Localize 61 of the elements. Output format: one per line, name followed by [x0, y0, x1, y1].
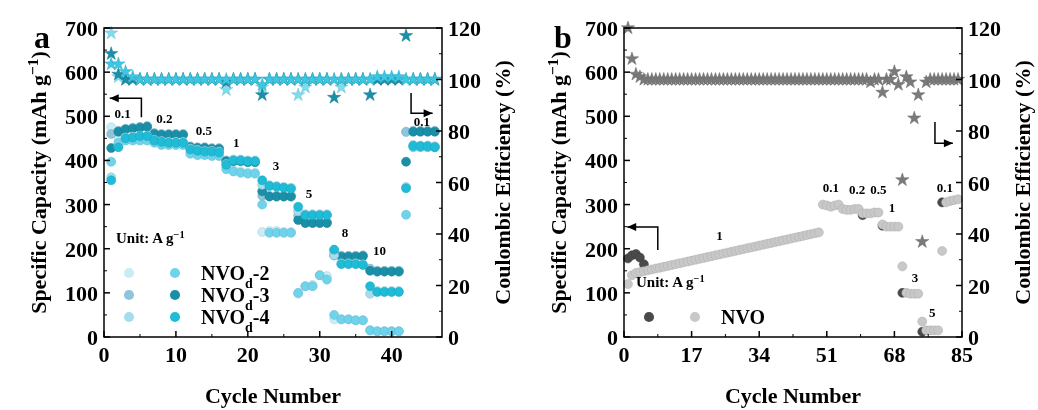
y2-tick-label: 80: [968, 119, 990, 144]
annotation: 5: [928, 305, 936, 321]
y-tick-label: 0: [87, 325, 98, 350]
annotation: Unit: A g$^{−1}$: [636, 272, 705, 290]
y-tick-label: 400: [585, 148, 618, 174]
annotation: 10: [372, 242, 386, 258]
annotation: 0.2: [156, 111, 173, 127]
x-tick-label: 68: [883, 342, 906, 367]
y2-axis-title: Coulombic Efficiency (%): [490, 60, 515, 305]
x-tick-label: 34: [748, 342, 771, 367]
annotation: 5: [305, 185, 313, 201]
x-tick-label: 30: [308, 342, 331, 367]
annotation: 0.1: [936, 179, 954, 195]
y2-tick-label: 60: [968, 170, 990, 196]
x-tick-label: 17: [680, 342, 703, 367]
annotation: Unit: A g$^{−1}$: [116, 228, 185, 246]
annotation: 0.5: [195, 123, 213, 139]
y2-tick-label: 20: [448, 273, 470, 299]
annotation: 0.1: [822, 179, 839, 195]
y-tick-label: 500: [585, 104, 618, 130]
y2-tick-label: 40: [448, 222, 470, 247]
y-tick-label: 500: [65, 104, 98, 130]
y-tick-label: 100: [585, 280, 618, 306]
annotation: 3: [911, 269, 919, 285]
y-tick-label: 200: [65, 236, 98, 262]
y2-tick-label: 120: [968, 16, 1001, 41]
y-tick-label: 100: [65, 280, 98, 306]
y-tick-label: 600: [585, 60, 618, 86]
x-tick-label: 51: [815, 342, 838, 367]
annotation: 0.5: [870, 182, 888, 198]
annotation: 1: [888, 200, 896, 216]
y2-axis-title: Coulombic Efficiency (%): [1010, 60, 1035, 305]
y2-tick-label: 100: [448, 67, 481, 93]
annotation: 0.2: [848, 182, 866, 198]
annotation: 8: [341, 224, 349, 240]
x-tick-label: 40: [380, 342, 403, 367]
x-axis-title: Cycle Number: [724, 383, 862, 408]
annotation: 1: [233, 135, 240, 151]
x-tick-label: 20: [236, 342, 259, 367]
y-tick-label: 0: [607, 325, 618, 350]
y2-tick-label: 120: [448, 16, 481, 41]
annotation: 0.1: [114, 105, 131, 121]
annotation: 3: [272, 158, 280, 174]
y-tick-label: 700: [585, 16, 618, 41]
y2-tick-label: 0: [448, 325, 459, 350]
x-tick-label: 10: [164, 342, 187, 367]
y2-tick-label: 40: [968, 222, 990, 247]
annotation: 0.1: [413, 114, 430, 129]
y2-tick-label: 80: [448, 119, 470, 144]
y2-tick-label: 100: [968, 67, 1001, 93]
y-tick-label: 400: [65, 148, 98, 174]
annotation: 1: [716, 227, 723, 243]
legend-label: NVO: [721, 306, 766, 328]
y-tick-label: 300: [65, 192, 98, 218]
y-tick-label: 700: [65, 16, 98, 41]
y-tick-label: 300: [585, 192, 618, 218]
y-tick-label: 600: [65, 60, 98, 86]
y2-tick-label: 60: [448, 170, 470, 196]
x-axis-title: Cycle Number: [204, 383, 342, 408]
y2-tick-label: 20: [968, 273, 990, 299]
y-tick-label: 200: [585, 236, 618, 262]
